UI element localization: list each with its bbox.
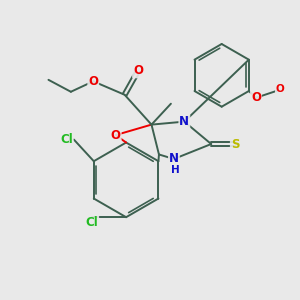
Text: O: O [251,91,261,104]
Text: Cl: Cl [85,216,98,229]
Text: O: O [133,64,143,77]
Text: O: O [88,75,98,88]
Text: H: H [171,165,180,175]
Text: N: N [169,152,179,166]
Text: O: O [275,84,284,94]
Text: S: S [231,137,239,151]
Text: Cl: Cl [60,133,73,146]
Text: O: O [111,129,121,142]
Text: N: N [179,115,189,128]
